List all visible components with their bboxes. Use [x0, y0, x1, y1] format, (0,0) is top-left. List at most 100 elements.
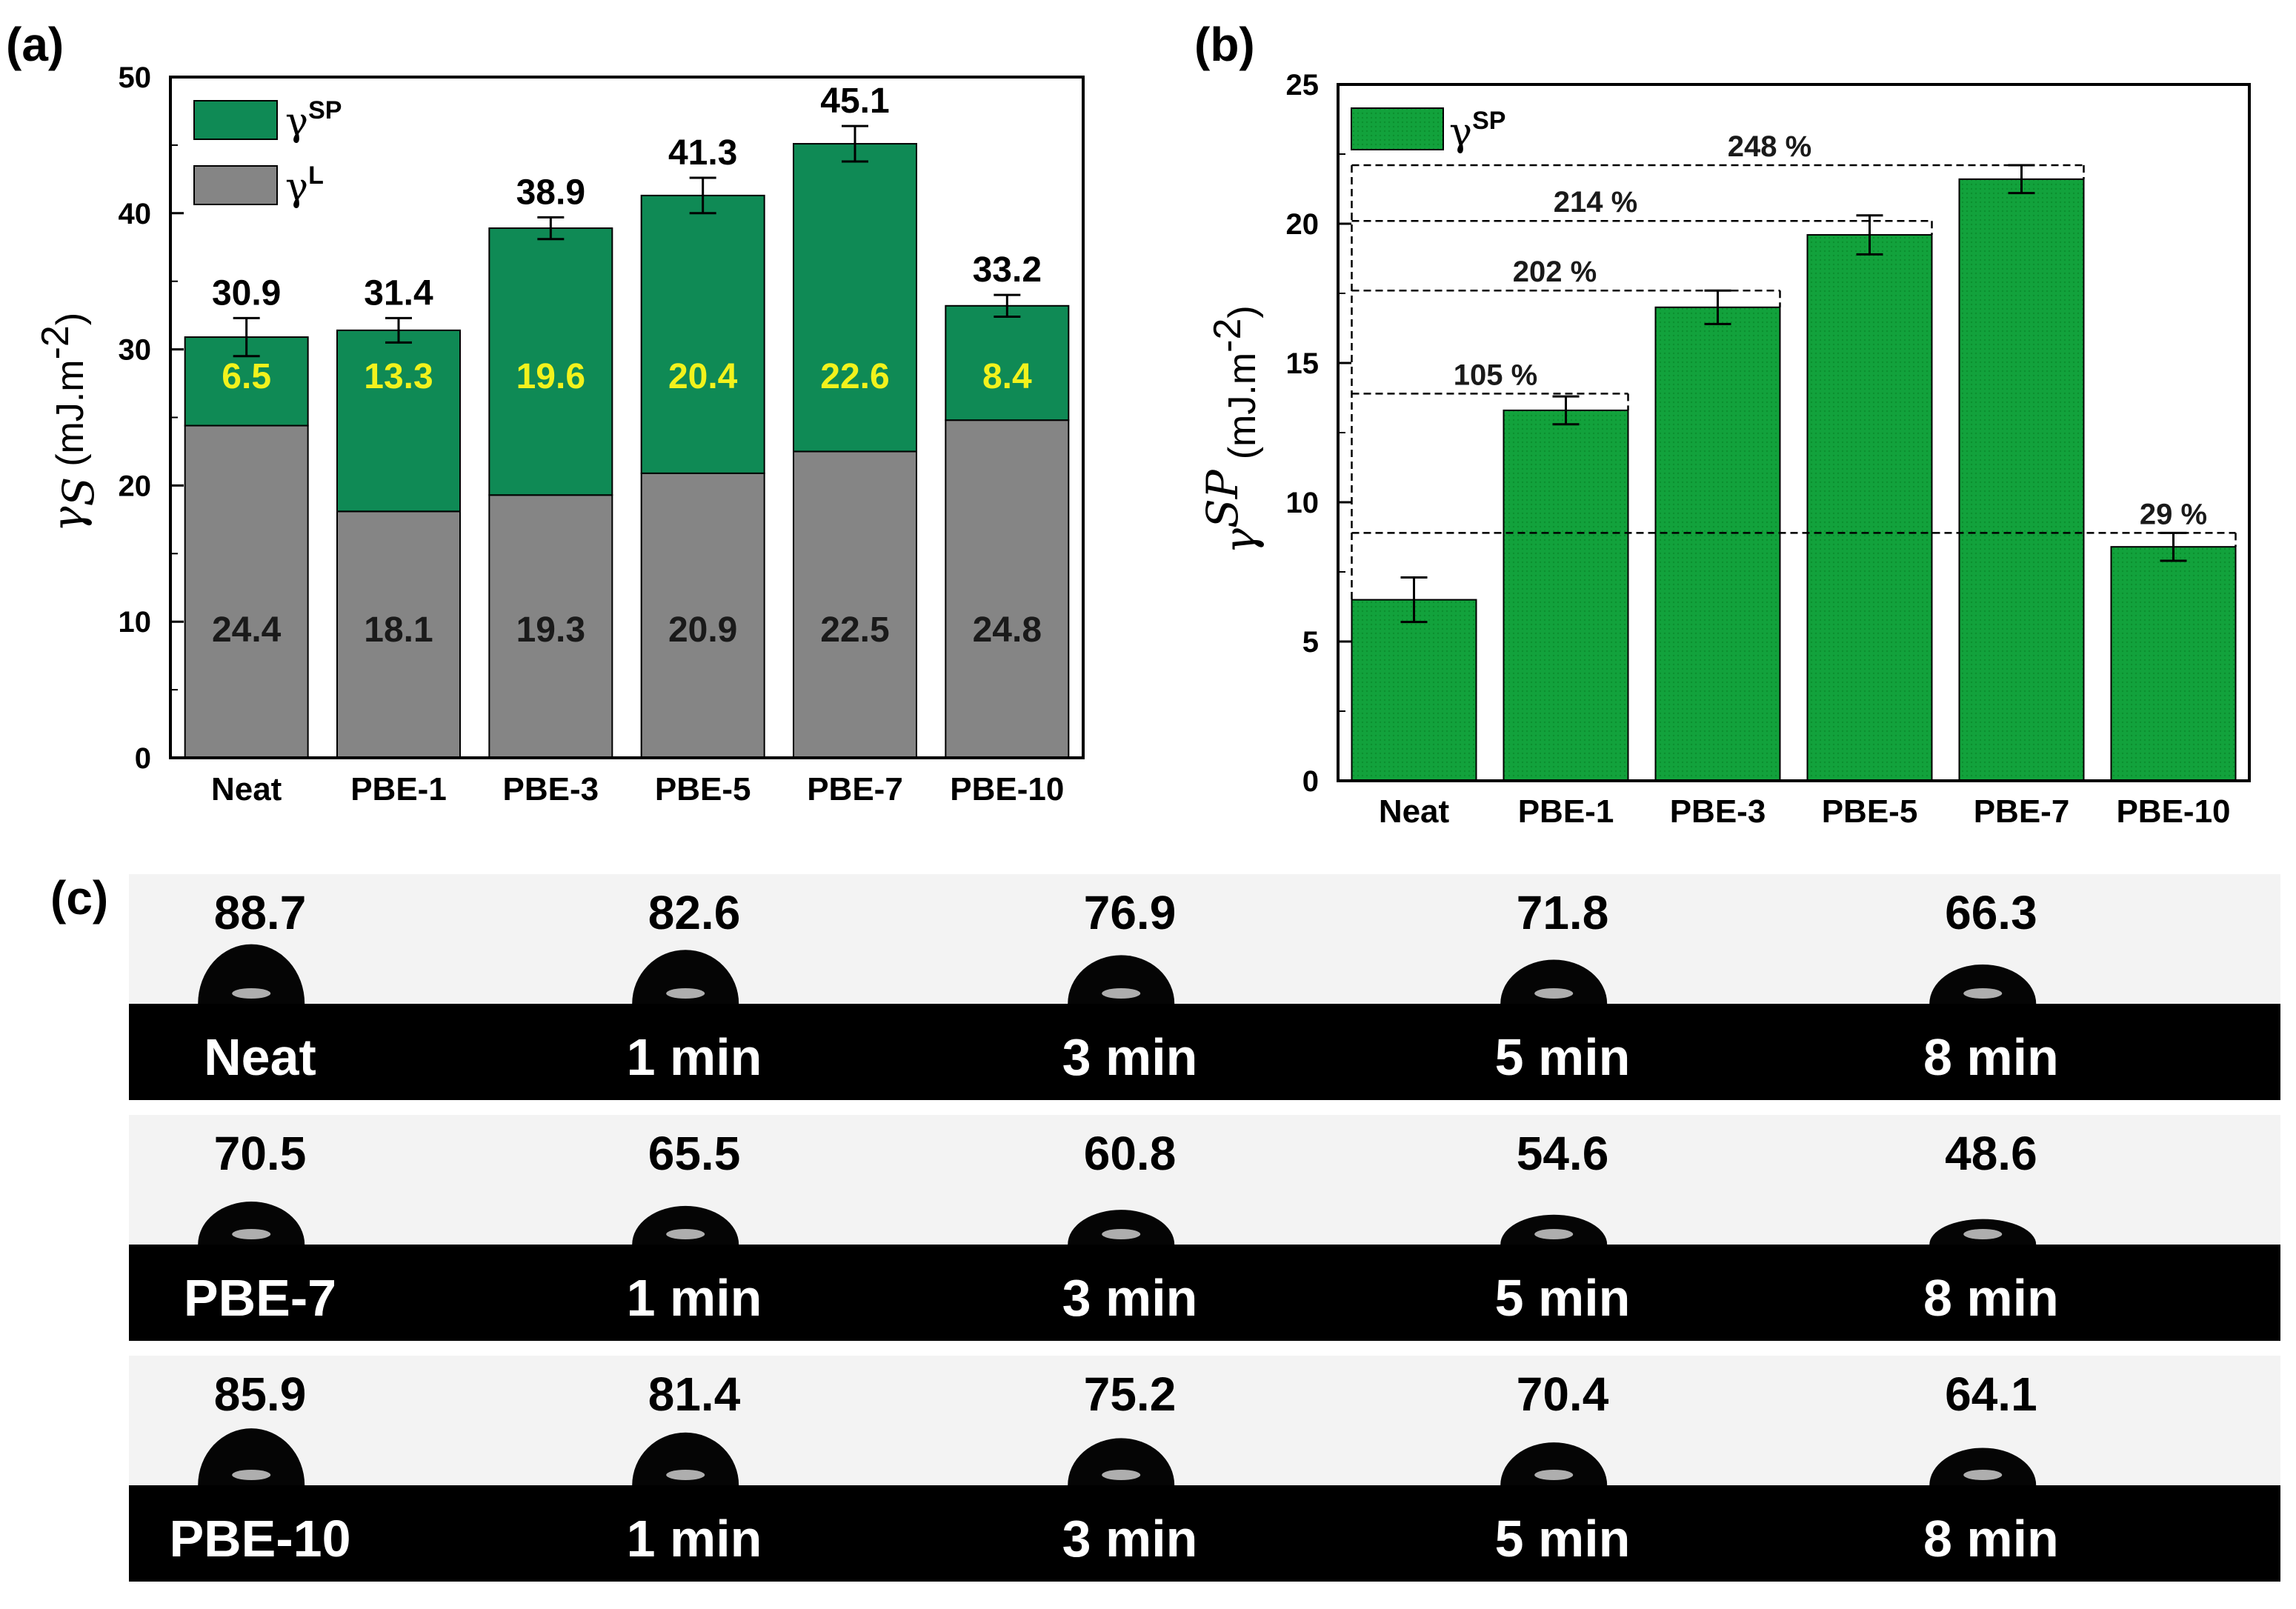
- bar-gamma-l-pbe-5: [640, 472, 765, 759]
- photo-row-neat: 88.7 Neat 82.6 1 min 76.9 3 min 71.8 5 min 66.3 8…: [129, 874, 2280, 1100]
- bar-b-pbe-10: [2110, 546, 2237, 782]
- chart-a-frame: [169, 76, 1085, 759]
- droplet-shape: [1068, 1438, 1175, 1485]
- y-tick-label-a-20: 20: [119, 470, 152, 502]
- sp-value-label-pbe-3: 19.6: [516, 357, 585, 396]
- contact-angle-value: 70.5: [214, 1127, 307, 1180]
- contact-angle-value: 88.7: [214, 886, 307, 939]
- legend-swatch-sp-b: [1351, 107, 1444, 150]
- chart-b-x-labels: Neat PBE-1 PBE-3 PBE-5 PBE-7 PBE-10: [1379, 793, 2231, 830]
- bar-b-pbe-7: [1958, 178, 2085, 782]
- chart-b-y-axis-title: γSP(mJ.m-2): [1197, 305, 1265, 553]
- photo-caption: 3 min: [1062, 1028, 1198, 1086]
- y-tick-label-b-25: 25: [1286, 69, 1320, 101]
- droplet-shape: [632, 1432, 739, 1485]
- droplet-shape: [198, 944, 305, 1004]
- contact-angle-value: 64.1: [1945, 1368, 2037, 1421]
- annotation-pbe-1: 105 %: [1351, 359, 1629, 410]
- photo-caption: Neat: [204, 1028, 316, 1086]
- droplet-shape: [1068, 955, 1175, 1004]
- panel-label-b: (b): [1194, 18, 1255, 71]
- annotation-label-pbe-3: 202 %: [1513, 256, 1597, 288]
- chart-a-y-ticks: 0 10 20 30 40 50: [119, 61, 184, 775]
- l-value-label-pbe-1: 18.1: [364, 610, 433, 650]
- annotation-pbe-10: 29 %: [1351, 498, 2237, 547]
- error-bar-a-neat: [233, 316, 260, 358]
- photo-caption: 8 min: [1923, 1510, 2059, 1568]
- legend-swatch-sp: [193, 100, 278, 140]
- bar-gamma-sp-pbe-3: [488, 227, 613, 496]
- droplet-photo: 54.6 5 min: [1431, 1115, 1869, 1341]
- bar-b-pbe-1: [1503, 409, 1629, 782]
- droplet-shape: [1929, 1448, 2037, 1485]
- total-label-pbe-10: 33.2: [973, 250, 1042, 290]
- x-tick-label-a-pbe-5: PBE-5: [655, 771, 751, 807]
- error-bar-b-pbe-1: [1552, 395, 1580, 426]
- contact-angle-value: 75.2: [1084, 1368, 1177, 1421]
- bar-gamma-l-pbe-3: [488, 494, 613, 759]
- panel-label-c: (c): [50, 871, 108, 925]
- sp-value-label-pbe-1: 13.3: [364, 357, 433, 396]
- photo-caption: 3 min: [1062, 1269, 1198, 1327]
- photo-caption: PBE-10: [169, 1510, 350, 1568]
- droplet-shape: [1500, 959, 1608, 1004]
- contact-angle-value: 65.5: [648, 1127, 741, 1180]
- error-bar-a-pbe-3: [537, 216, 565, 241]
- error-bar-b-pbe-5: [1856, 214, 1883, 256]
- legend-label-sp-b: γSP: [1449, 107, 1505, 155]
- bar-gamma-sp-pbe-10: [945, 304, 1070, 422]
- y-tick-label-a-10: 10: [119, 606, 152, 639]
- photo-caption: 3 min: [1062, 1510, 1198, 1568]
- error-bar-b-neat: [1400, 576, 1428, 624]
- legend-swatch-l: [193, 165, 278, 205]
- droplet-photo: 85.9 PBE-10: [129, 1356, 566, 1582]
- l-value-label-pbe-10: 24.8: [973, 610, 1042, 650]
- x-tick-label-a-pbe-3: PBE-3: [503, 771, 599, 807]
- x-tick-label-a-neat: Neat: [211, 771, 282, 807]
- sp-value-label-pbe-10: 8.4: [982, 357, 1032, 396]
- photo-caption: 5 min: [1495, 1269, 1631, 1327]
- x-tick-label-a-pbe-7: PBE-7: [807, 771, 903, 807]
- error-bar-a-pbe-10: [994, 293, 1021, 318]
- droplet-photo: 82.6 1 min: [563, 874, 1000, 1100]
- droplet-shape: [632, 950, 739, 1004]
- droplet-photo: 64.1 8 min: [1867, 1356, 2280, 1582]
- contact-angle-value: 66.3: [1945, 886, 2037, 939]
- chart-a: 0 10 20 30 40 50 Neat PBE-1 PBE-3 PBE-5 PBE-7 PBE-…: [34, 61, 1085, 807]
- contact-angle-value: 71.8: [1517, 886, 1609, 939]
- droplet-photo: 70.4 5 min: [1431, 1356, 1869, 1582]
- photo-row-pbe-10: 85.9 PBE-10 81.4 1 min 75.2 3 min 70.4 5 min 64.…: [129, 1356, 2280, 1582]
- y-tick-label-b-15: 15: [1286, 347, 1320, 380]
- l-value-label-neat: 24.4: [212, 610, 282, 650]
- sp-value-label-pbe-7: 22.6: [820, 357, 889, 396]
- bar-b-neat: [1351, 599, 1477, 782]
- chart-a-y-axis-title: γS(mJ.m-2): [34, 313, 104, 532]
- droplet-photo: 65.5 1 min: [563, 1115, 1000, 1341]
- droplet-photo: 75.2 3 min: [999, 1356, 1436, 1582]
- contact-angle-photos: 88.7 Neat 82.6 1 min 76.9 3 min 71.8 5 min 66.3 8…: [129, 874, 2280, 1582]
- y-tick-label-a-50: 50: [119, 61, 152, 94]
- droplet-shape: [1500, 1442, 1608, 1485]
- total-label-pbe-3: 38.9: [516, 173, 585, 212]
- x-tick-label-b-neat: Neat: [1379, 793, 1450, 830]
- annotation-label-pbe-10: 29 %: [2140, 498, 2207, 530]
- y-tick-label-b-5: 5: [1302, 626, 1319, 659]
- x-tick-label-a-pbe-1: PBE-1: [350, 771, 447, 807]
- chart-a-x-labels: Neat PBE-1 PBE-3 PBE-5 PBE-7 PBE-10: [211, 771, 1064, 807]
- y-tick-label-b-10: 10: [1286, 487, 1320, 519]
- contact-angle-value: 54.6: [1517, 1127, 1609, 1180]
- contact-angle-value: 60.8: [1084, 1127, 1177, 1180]
- droplet-photo: 60.8 3 min: [999, 1115, 1436, 1341]
- contact-angle-value: 70.4: [1517, 1368, 1609, 1421]
- sp-value-label-neat: 6.5: [222, 357, 271, 396]
- bar-gamma-sp-pbe-5: [640, 194, 765, 474]
- annotation-label-pbe-1: 105 %: [1454, 359, 1537, 391]
- bar-gamma-sp-pbe-7: [793, 143, 917, 453]
- total-label-neat: 30.9: [212, 273, 281, 313]
- bar-b-pbe-3: [1654, 306, 1781, 782]
- y-tick-label-a-0: 0: [135, 742, 151, 775]
- photo-caption: 8 min: [1923, 1269, 2059, 1327]
- droplet-photo: 81.4 1 min: [563, 1356, 1000, 1582]
- contact-angle-value: 76.9: [1084, 886, 1177, 939]
- photo-caption: 1 min: [627, 1269, 762, 1327]
